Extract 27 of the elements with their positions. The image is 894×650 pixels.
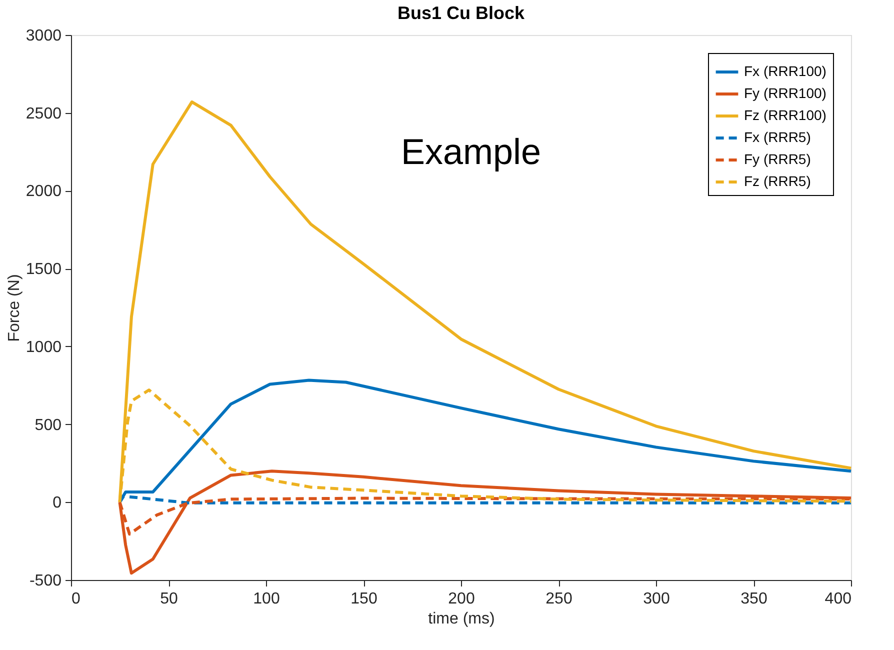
legend-label: Fx (RRR5) [744, 129, 811, 145]
x-tick-label: 150 [350, 590, 378, 608]
x-tick-label: 50 [160, 590, 178, 608]
x-tick-label: 200 [448, 590, 475, 608]
x-tick-label: 400 [824, 590, 852, 608]
x-tick-label: 350 [740, 590, 768, 608]
y-tick-label: -500 [29, 572, 62, 590]
y-tick-label: 1500 [26, 261, 62, 278]
x-tick-label: 0 [72, 590, 80, 608]
y-tick-label: 2000 [26, 183, 62, 200]
y-tick-label: 0 [52, 494, 62, 512]
y-tick-label: 1000 [26, 338, 62, 356]
y-tick-label: 3000 [26, 28, 62, 44]
legend-label: Fz (RRR5) [744, 173, 811, 189]
y-tick-label: 500 [34, 416, 62, 434]
x-tick-label: 100 [253, 590, 280, 608]
legend-label: Fy (RRR5) [744, 151, 811, 167]
legend-label: Fx (RRR100) [744, 63, 826, 79]
x-tick-label: 300 [643, 590, 670, 608]
y-axis-title: Force (N) [6, 274, 23, 342]
x-axis-title: time (ms) [428, 610, 495, 628]
annotation: Example [400, 131, 542, 172]
legend-label: Fz (RRR100) [744, 107, 826, 123]
x-tick-label: 250 [546, 590, 572, 608]
legend-label: Fy (RRR100) [744, 85, 826, 101]
y-tick-label: 2500 [26, 105, 62, 122]
chart-title: Bus1 Cu Block [397, 3, 526, 23]
